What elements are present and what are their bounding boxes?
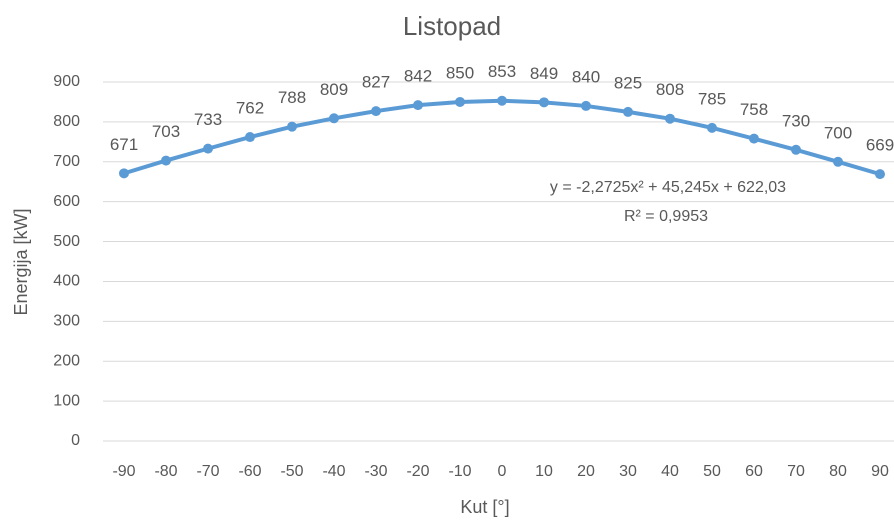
x-tick-label: -30 bbox=[364, 463, 387, 480]
y-tick-label: 300 bbox=[53, 313, 80, 330]
x-axis-label: Kut [°] bbox=[460, 497, 509, 517]
y-tick-label: 500 bbox=[53, 233, 80, 250]
x-tick-label: 30 bbox=[619, 463, 637, 480]
point bbox=[203, 143, 213, 154]
data-label: 785 bbox=[698, 89, 726, 108]
x-tick-label: 90 bbox=[871, 463, 889, 480]
point bbox=[371, 106, 381, 117]
y-tick-label: 600 bbox=[53, 193, 80, 210]
point bbox=[539, 97, 549, 108]
data-label: 840 bbox=[572, 67, 600, 86]
y-axis-label: Energija [kW] bbox=[11, 208, 31, 315]
data-label: 703 bbox=[152, 122, 180, 141]
x-tick-label: 0 bbox=[498, 463, 507, 480]
data-label: 808 bbox=[656, 80, 684, 99]
x-tick-label: -60 bbox=[238, 463, 261, 480]
point bbox=[749, 133, 759, 144]
data-label: 853 bbox=[488, 62, 516, 81]
data-label: 700 bbox=[824, 123, 852, 142]
point bbox=[455, 96, 465, 107]
y-tick-label: 800 bbox=[53, 113, 80, 130]
data-label: 730 bbox=[782, 111, 810, 130]
x-tick-label: -20 bbox=[406, 463, 429, 480]
point bbox=[581, 100, 591, 111]
data-label: 733 bbox=[194, 110, 222, 129]
data-label: 809 bbox=[320, 80, 348, 99]
point bbox=[119, 168, 129, 179]
point bbox=[497, 95, 507, 106]
x-tick-label: -90 bbox=[112, 463, 135, 480]
data-label: 850 bbox=[446, 63, 474, 82]
point bbox=[245, 132, 255, 143]
point bbox=[665, 113, 675, 124]
point bbox=[623, 106, 633, 117]
data-label: 827 bbox=[362, 73, 390, 92]
point bbox=[161, 155, 171, 166]
point bbox=[287, 121, 297, 132]
x-tick-label: -70 bbox=[196, 463, 219, 480]
x-tick-label: 80 bbox=[829, 463, 847, 480]
data-label: 762 bbox=[236, 99, 264, 118]
point bbox=[833, 156, 843, 167]
point bbox=[791, 144, 801, 155]
data-label: 758 bbox=[740, 100, 768, 119]
x-tick-label: -40 bbox=[322, 463, 345, 480]
x-tick-label: 50 bbox=[703, 463, 721, 480]
chart-title: Listopad bbox=[403, 11, 501, 41]
data-label: 671 bbox=[110, 135, 138, 154]
trendline-r2: R² = 0,9953 bbox=[624, 208, 708, 225]
x-tick-label: -10 bbox=[448, 463, 471, 480]
point bbox=[707, 122, 717, 133]
data-label: 788 bbox=[278, 88, 306, 107]
x-tick-label: -80 bbox=[154, 463, 177, 480]
x-tick-label: 60 bbox=[745, 463, 763, 480]
y-tick-label: 400 bbox=[53, 273, 80, 290]
y-tick-label: 700 bbox=[53, 153, 80, 170]
x-tick-label: 20 bbox=[577, 463, 595, 480]
y-tick-label: 200 bbox=[53, 352, 80, 369]
data-label: 849 bbox=[530, 64, 558, 83]
x-tick-label: 40 bbox=[661, 463, 679, 480]
data-label: 842 bbox=[404, 67, 432, 86]
data-label: 669 bbox=[866, 136, 894, 155]
point bbox=[413, 100, 423, 111]
point bbox=[875, 169, 885, 180]
x-tick-label: 10 bbox=[535, 463, 553, 480]
y-tick-label: 900 bbox=[53, 73, 80, 90]
data-label: 825 bbox=[614, 73, 642, 92]
point bbox=[329, 113, 339, 124]
x-tick-label: 70 bbox=[787, 463, 805, 480]
y-tick-label: 100 bbox=[53, 392, 80, 409]
trendline-equation: y = -2,2725x² + 45,245x + 622,03 bbox=[550, 179, 786, 196]
x-tick-label: -50 bbox=[280, 463, 303, 480]
y-tick-label: 0 bbox=[71, 432, 80, 449]
